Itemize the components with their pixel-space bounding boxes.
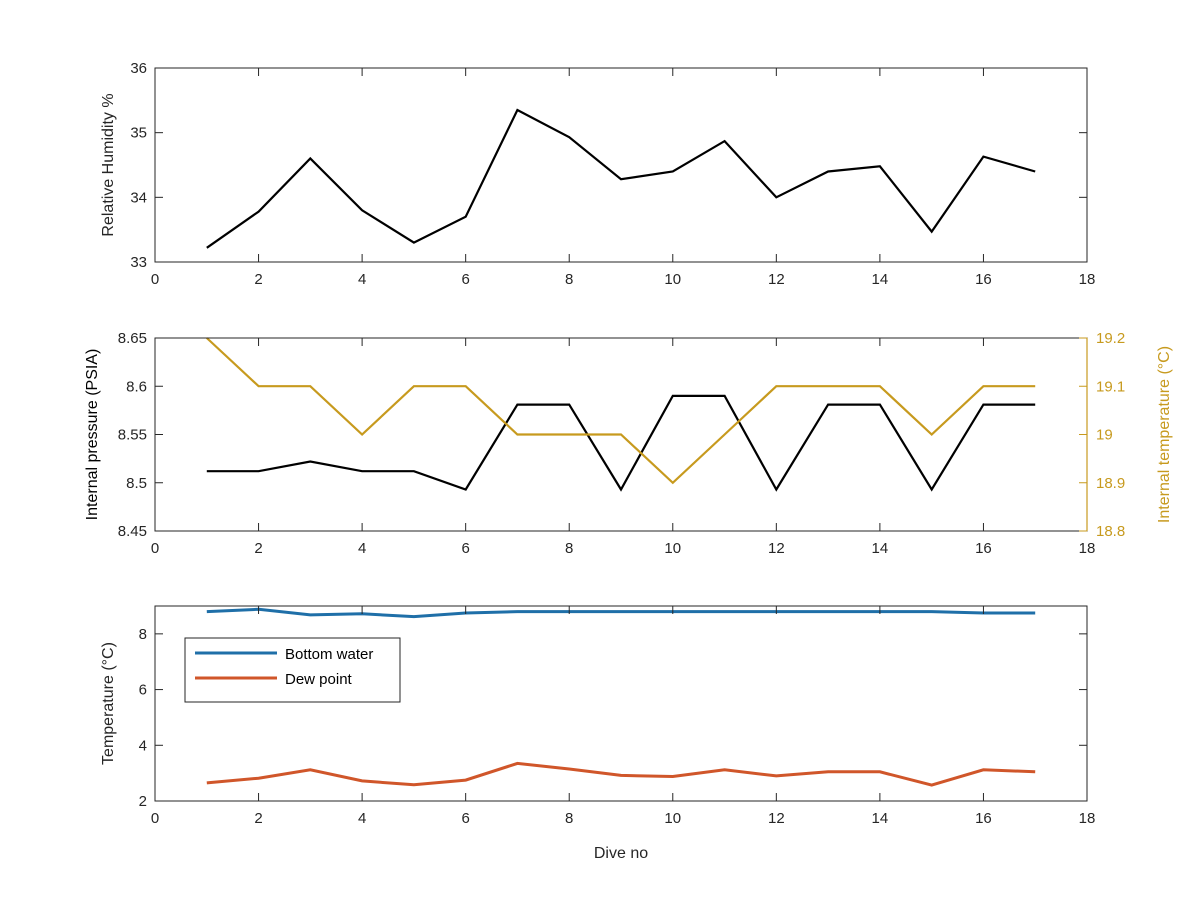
- x-tick-label: 6: [461, 810, 469, 827]
- x-tick-label: 0: [151, 271, 159, 288]
- x-tick-label: 18: [1079, 810, 1096, 827]
- x-tick-label: 14: [872, 271, 889, 288]
- x-tick-label: 2: [254, 271, 262, 288]
- x-tick-label: 10: [664, 271, 681, 288]
- x-tick-label: 14: [872, 540, 889, 557]
- y2-tick-label: 19.2: [1096, 330, 1125, 347]
- x-tick-label: 14: [872, 810, 889, 827]
- x-tick-label: 4: [358, 810, 366, 827]
- x-tick-label: 0: [151, 540, 159, 557]
- y-tick-label: 8.6: [126, 378, 147, 395]
- x-tick-label: 8: [565, 271, 573, 288]
- y-tick-label: 8.65: [118, 330, 147, 347]
- x-tick-label: 0: [151, 810, 159, 827]
- y-axis-label: Temperature (°C): [100, 642, 117, 765]
- axes-box: [154, 67, 1088, 263]
- series-line-2: [206, 337, 1036, 485]
- y2-tick-label: 19: [1096, 427, 1113, 444]
- y-tick-label: 34: [130, 189, 147, 206]
- y-tick-label: 8: [139, 626, 147, 643]
- x-tick-label: 4: [358, 540, 366, 557]
- x-axis-label: Dive no: [594, 845, 648, 862]
- x-tick-label: 16: [975, 810, 992, 827]
- y2-axis-label: Internal temperature (°C): [1156, 346, 1173, 523]
- y2-tick-label: 19.1: [1096, 378, 1125, 395]
- y-tick-label: 2: [139, 793, 147, 810]
- x-tick-label: 16: [975, 540, 992, 557]
- x-tick-label: 2: [254, 810, 262, 827]
- x-tick-label: 12: [768, 540, 785, 557]
- x-tick-label: 8: [565, 810, 573, 827]
- x-tick-label: 16: [975, 271, 992, 288]
- x-tick-label: 10: [664, 810, 681, 827]
- x-tick-label: 12: [768, 271, 785, 288]
- x-tick-label: 4: [358, 271, 366, 288]
- x-tick-label: 2: [254, 540, 262, 557]
- y-tick-label: 8.5: [126, 475, 147, 492]
- x-tick-label: 10: [664, 540, 681, 557]
- legend-label: Bottom water: [285, 646, 373, 663]
- legend: Bottom water Dew point: [184, 637, 401, 703]
- y-tick-label: 4: [139, 737, 147, 754]
- x-tick-label: 6: [461, 271, 469, 288]
- series-line-1: [206, 607, 1036, 619]
- legend-label: Dew point: [285, 671, 353, 688]
- subplot-2: 0 2 4 6 8 10 12 14 16 18 8.45 8.5 8.55 8.6 8.65 18.8 18.…: [84, 330, 1173, 557]
- x-tick-label: 18: [1079, 540, 1096, 557]
- x-tick-label: 6: [461, 540, 469, 557]
- y-tick-label: 8.55: [118, 427, 147, 444]
- series-line-2: [206, 761, 1036, 787]
- y-tick-label: 6: [139, 682, 147, 699]
- y-tick-label: 36: [130, 60, 147, 77]
- x-tick-label: 18: [1079, 271, 1096, 288]
- x-tick-label: 8: [565, 540, 573, 557]
- x-tick-label: 12: [768, 810, 785, 827]
- y-tick-label: 33: [130, 254, 147, 271]
- y-tick-label: 35: [130, 125, 147, 142]
- y-axis-label: Internal pressure (PSIA): [84, 349, 101, 521]
- series-line-1: [206, 394, 1036, 492]
- y2-tick-label: 18.9: [1096, 475, 1125, 492]
- series-line-1: [206, 108, 1036, 249]
- y2-tick-label: 18.8: [1096, 523, 1125, 540]
- legend-box: [184, 637, 401, 703]
- axes-box: [154, 605, 1088, 802]
- subplot-1: 0 2 4 6 8 10 12 14 16 18 33 34 35 36 Relative Humidity…: [100, 60, 1095, 288]
- y-tick-label: 8.45: [118, 523, 147, 540]
- y-axis-label: Relative Humidity %: [100, 93, 117, 236]
